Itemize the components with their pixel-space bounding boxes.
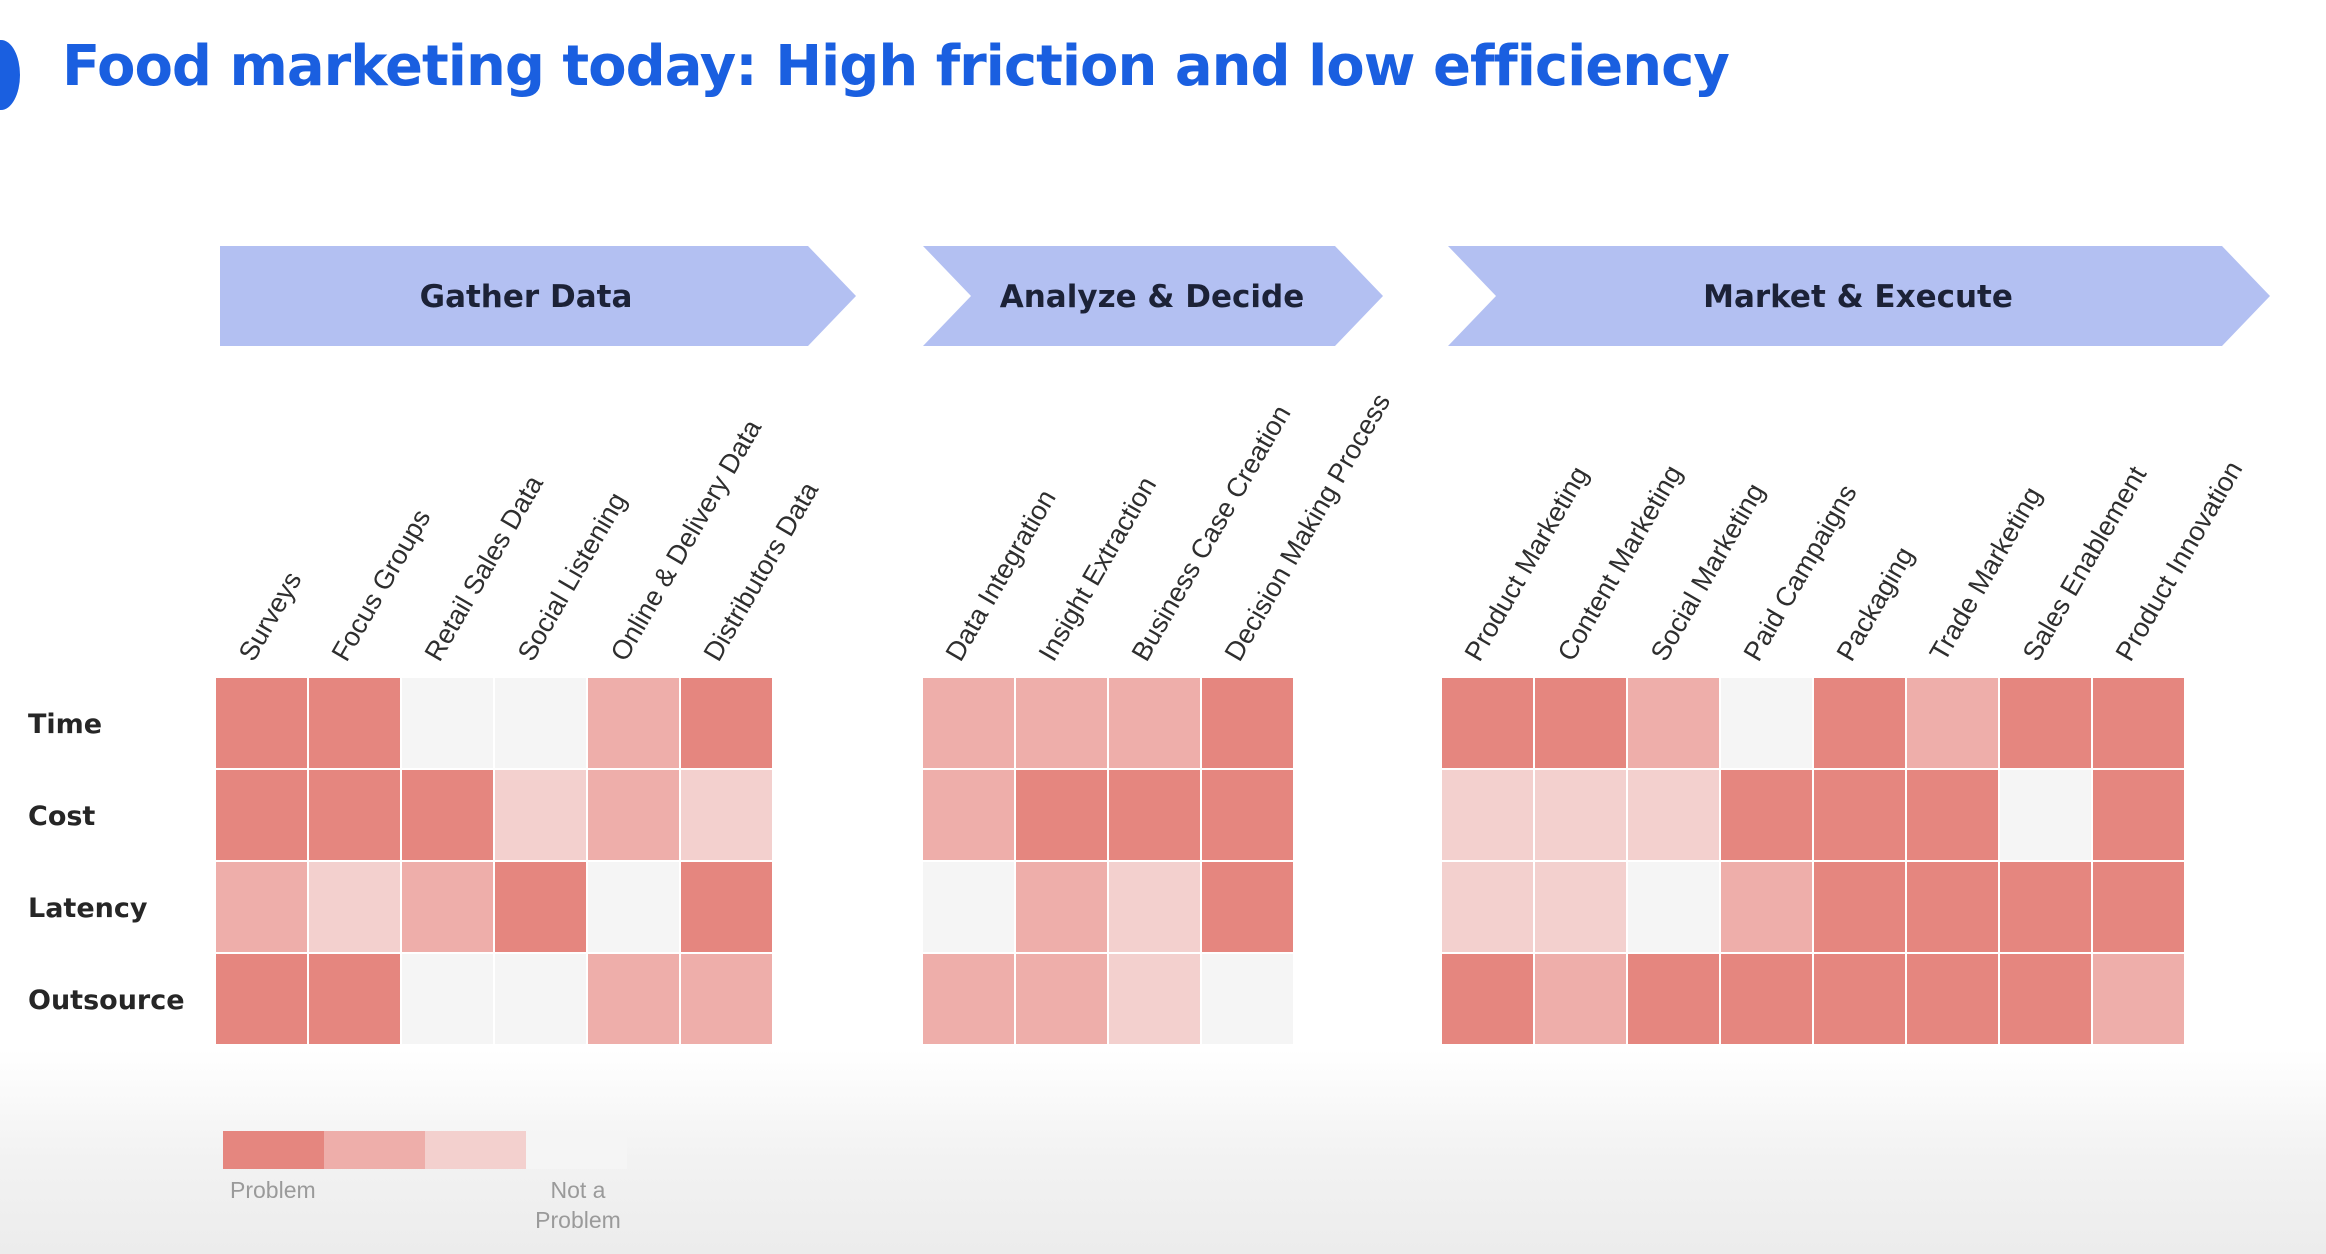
heatmap-cell-market-and-execute-cost-product-innovation [2091,768,2186,862]
row-label-outsource: Outsource [28,985,185,1016]
heatmap-cell-gather-data-outsource-distributors-data [679,952,774,1046]
heatmap-cell-market-and-execute-latency-packaging [1812,860,1907,954]
heatmap-cell-market-and-execute-cost-content-marketing [1533,768,1628,862]
heatmap-cell-analyze-and-decide-outsource-decision-making-process [1200,952,1295,1046]
legend-swatch-level-1 [425,1131,526,1169]
heatmap-cell-analyze-and-decide-time-business-case-creation [1107,676,1202,770]
heatmap-cell-market-and-execute-latency-content-marketing [1533,860,1628,954]
heatmap-cell-market-and-execute-outsource-product-innovation [2091,952,2186,1046]
heatmap-cell-gather-data-cost-distributors-data [679,768,774,862]
heatmap-cell-market-and-execute-cost-social-marketing [1626,768,1721,862]
heatmap-cell-analyze-and-decide-time-data-integration [921,676,1016,770]
heatmap-cell-gather-data-outsource-focus-groups [307,952,402,1046]
row-label-time: Time [28,709,102,740]
heatmap-cell-gather-data-time-retail-sales-data [400,676,495,770]
heatmap-cell-analyze-and-decide-cost-data-integration [921,768,1016,862]
heatmap-cell-market-and-execute-outsource-content-marketing [1533,952,1628,1046]
heatmap-cell-market-and-execute-latency-social-marketing [1626,860,1721,954]
heatmap-cell-market-and-execute-cost-paid-campaigns [1719,768,1814,862]
heatmap-cell-analyze-and-decide-latency-insight-extraction [1014,860,1109,954]
column-label-decision-making-process: Decision Making Process [1219,388,1397,666]
heatmap-cell-market-and-execute-time-paid-campaigns [1719,676,1814,770]
heatmap-cell-market-and-execute-latency-product-innovation [2091,860,2186,954]
legend-swatch-level-2 [324,1131,425,1169]
heatmap-cell-market-and-execute-time-product-marketing [1440,676,1535,770]
heatmap-cell-market-and-execute-latency-trade-marketing [1905,860,2000,954]
heatmap-cell-gather-data-latency-distributors-data [679,860,774,954]
heatmap-cell-market-and-execute-outsource-sales-enablement [1998,952,2093,1046]
heatmap-cell-gather-data-time-surveys [214,676,309,770]
heatmap-cell-gather-data-time-focus-groups [307,676,402,770]
heatmap-cell-market-and-execute-time-product-innovation [2091,676,2186,770]
heatmap-cell-gather-data-time-distributors-data [679,676,774,770]
heatmap-cell-gather-data-outsource-online-and-delivery-data [586,952,681,1046]
heatmap-cell-market-and-execute-cost-sales-enablement [1998,768,2093,862]
heatmap-cell-market-and-execute-cost-trade-marketing [1905,768,2000,862]
legend-label-problem: Problem [230,1177,316,1203]
column-label-packaging: Packaging [1831,542,1920,666]
heatmap-cell-gather-data-outsource-social-listening [493,952,588,1046]
heatmap-cell-analyze-and-decide-cost-business-case-creation [1107,768,1202,862]
heatmap-cell-gather-data-latency-social-listening [493,860,588,954]
heatmap-cell-analyze-and-decide-latency-business-case-creation [1107,860,1202,954]
heatmap-cell-market-and-execute-latency-sales-enablement [1998,860,2093,954]
stage-label-market-and-execute: Market & Execute [1703,279,2013,315]
heatmap-cell-market-and-execute-time-packaging [1812,676,1907,770]
page-title: Food marketing today: High friction and … [62,34,1730,99]
heatmap-cell-analyze-and-decide-cost-decision-making-process [1200,768,1295,862]
column-label-focus-groups: Focus Groups [326,504,437,666]
heatmap-cell-market-and-execute-outsource-product-marketing [1440,952,1535,1046]
stage-chevron-market-and-execute [1448,246,2270,346]
heatmap-cell-analyze-and-decide-time-insight-extraction [1014,676,1109,770]
column-label-surveys: Surveys [233,567,308,666]
heatmap-cell-market-and-execute-outsource-paid-campaigns [1719,952,1814,1046]
heatmap-cell-gather-data-time-online-and-delivery-data [586,676,681,770]
heatmap-cell-gather-data-time-social-listening [493,676,588,770]
row-label-cost: Cost [28,801,95,832]
heatmap-cell-gather-data-latency-surveys [214,860,309,954]
heatmap-cell-gather-data-latency-focus-groups [307,860,402,954]
stage-label-gather-data: Gather Data [420,279,633,315]
heatmap-cell-market-and-execute-time-sales-enablement [1998,676,2093,770]
heatmap-cell-gather-data-cost-social-listening [493,768,588,862]
heatmap-cell-analyze-and-decide-latency-data-integration [921,860,1016,954]
heatmap-cell-market-and-execute-cost-product-marketing [1440,768,1535,862]
heatmap-cell-market-and-execute-time-social-marketing [1626,676,1721,770]
heatmap-cell-market-and-execute-outsource-packaging [1812,952,1907,1046]
heatmap-cell-market-and-execute-outsource-social-marketing [1626,952,1721,1046]
heatmap-cell-analyze-and-decide-cost-insight-extraction [1014,768,1109,862]
stage-label-analyze-and-decide: Analyze & Decide [1000,279,1304,315]
legend-label-not-a-problem: Not a Problem [535,1177,621,1233]
heatmap-cell-market-and-execute-latency-product-marketing [1440,860,1535,954]
heatmap-cell-analyze-and-decide-outsource-business-case-creation [1107,952,1202,1046]
row-label-latency: Latency [28,893,148,924]
stage-chevron-gather-data [220,246,856,346]
heatmap-cell-gather-data-cost-online-and-delivery-data [586,768,681,862]
legend-swatch-level-3 [223,1131,324,1169]
heatmap-cell-gather-data-outsource-retail-sales-data [400,952,495,1046]
heatmap-cell-gather-data-outsource-surveys [214,952,309,1046]
column-label-business-case-creation: Business Case Creation [1126,400,1297,666]
heatmap-cell-market-and-execute-cost-packaging [1812,768,1907,862]
heatmap-cell-gather-data-latency-online-and-delivery-data [586,860,681,954]
heatmap-cell-analyze-and-decide-outsource-insight-extraction [1014,952,1109,1046]
heatmap-cell-market-and-execute-time-content-marketing [1533,676,1628,770]
stage-chevron-analyze-and-decide [923,246,1383,346]
heatmap-cell-market-and-execute-latency-paid-campaigns [1719,860,1814,954]
title-accent-bar [0,40,20,110]
legend-swatch-level-0 [526,1131,627,1169]
heatmap-cell-analyze-and-decide-latency-decision-making-process [1200,860,1295,954]
heatmap-cell-analyze-and-decide-time-decision-making-process [1200,676,1295,770]
heatmap-cell-analyze-and-decide-outsource-data-integration [921,952,1016,1046]
heatmap-cell-gather-data-latency-retail-sales-data [400,860,495,954]
heatmap-cell-market-and-execute-outsource-trade-marketing [1905,952,2000,1046]
heatmap-cell-market-and-execute-time-trade-marketing [1905,676,2000,770]
heatmap-cell-gather-data-cost-focus-groups [307,768,402,862]
heatmap-cell-gather-data-cost-retail-sales-data [400,768,495,862]
heatmap-cell-gather-data-cost-surveys [214,768,309,862]
